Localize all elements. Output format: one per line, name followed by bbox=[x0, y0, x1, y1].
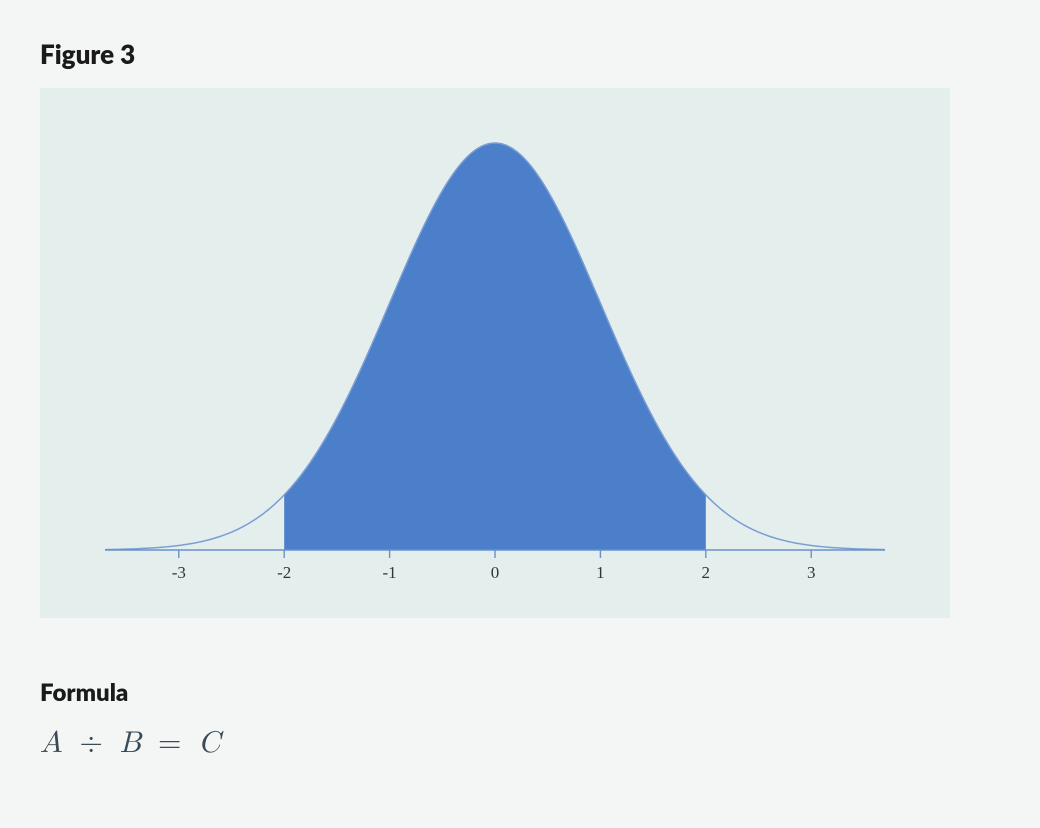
chart-svg: -3 -2 -1 0 1 2 3 bbox=[40, 88, 950, 618]
x-tick-label: 0 bbox=[491, 563, 500, 582]
x-tick-label: 2 bbox=[702, 563, 711, 582]
formula-lhs-a: A bbox=[40, 728, 63, 758]
x-tick-label: 1 bbox=[596, 563, 605, 582]
formula-section-title: Formula bbox=[40, 678, 1000, 707]
x-tick-label: -2 bbox=[277, 563, 291, 582]
figure-title: Figure 3 bbox=[40, 38, 1000, 70]
normal-distribution-chart: -3 -2 -1 0 1 2 3 bbox=[40, 88, 950, 618]
x-tick-label: -3 bbox=[172, 563, 186, 582]
x-tick-label: 3 bbox=[807, 563, 816, 582]
formula-expression: A ÷ B = C bbox=[40, 725, 1000, 761]
formula-lhs-b: B bbox=[120, 728, 142, 758]
shaded-region bbox=[284, 143, 706, 550]
formula-rhs: C bbox=[198, 728, 220, 758]
x-tick-label: -1 bbox=[383, 563, 397, 582]
equals-symbol: = bbox=[152, 728, 188, 758]
divide-symbol: ÷ bbox=[73, 728, 109, 758]
